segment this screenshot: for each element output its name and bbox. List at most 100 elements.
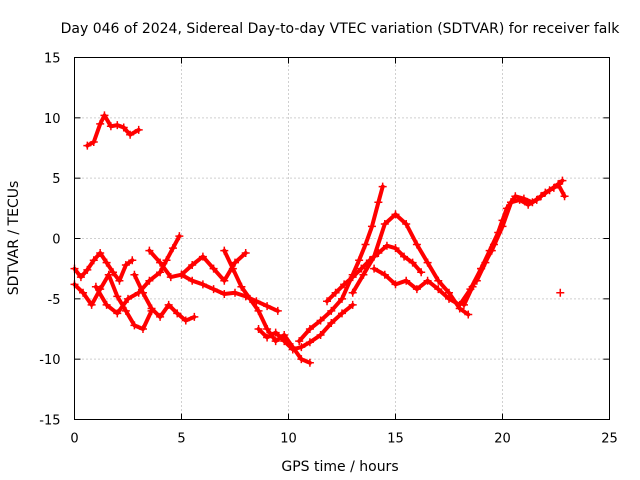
data-point [100, 111, 109, 120]
series-arc-2 [70, 248, 137, 285]
data-point [130, 321, 139, 330]
data-point [464, 310, 473, 319]
data-point [305, 325, 314, 333]
data-point [76, 273, 85, 282]
data-point [400, 252, 409, 261]
data-point [102, 300, 111, 309]
data-point [541, 188, 550, 197]
data-point [348, 300, 357, 309]
data-point [357, 264, 366, 273]
data-point [560, 192, 569, 201]
y-tick-label: 5 [52, 172, 60, 187]
data-point [263, 333, 272, 342]
data-point [370, 252, 379, 261]
data-point [162, 256, 171, 265]
data-point [507, 198, 516, 207]
data-point [115, 276, 124, 285]
data-point [378, 182, 387, 191]
data-point [89, 256, 98, 265]
data-point [355, 256, 364, 265]
series-arc-9 [254, 300, 357, 354]
series-trace [350, 212, 471, 317]
data-point [113, 121, 122, 130]
data-point [280, 337, 289, 346]
data-point [402, 220, 411, 229]
data-point [156, 312, 165, 321]
data-point [138, 325, 147, 333]
data-point [489, 240, 498, 249]
data-point [445, 294, 453, 303]
data-point [297, 355, 306, 364]
data-point [113, 309, 122, 318]
data-point [271, 328, 280, 337]
y-tick-label: -15 [39, 414, 60, 429]
y-tick-labels: -15 -10 -5 0 5 10 15 [39, 52, 60, 429]
x-tick-labels: 0 5 10 15 20 25 [70, 432, 617, 447]
data-point [423, 276, 432, 285]
data-point [524, 200, 533, 209]
data-point [367, 222, 376, 231]
data-point [166, 273, 175, 282]
data-point [173, 309, 182, 318]
data-point [113, 292, 122, 301]
data-point [121, 306, 130, 315]
series-arc-1 [83, 111, 143, 150]
data-point [338, 309, 346, 318]
data-point [177, 270, 186, 279]
data-point [83, 141, 92, 150]
data-point [109, 268, 118, 277]
y-axis-label: SDTVAR / TECUs [6, 181, 22, 296]
data-point [134, 125, 143, 134]
series-trace [132, 272, 197, 323]
series-trace [147, 248, 248, 283]
data-point [188, 261, 197, 270]
data-point [498, 216, 507, 225]
data-point [288, 345, 297, 354]
data-point [254, 325, 263, 333]
series-arc-3 [70, 270, 156, 333]
data-point [402, 276, 411, 285]
data-point [83, 265, 92, 274]
data-point [87, 300, 96, 309]
data-point [128, 256, 137, 265]
data-point [198, 252, 207, 261]
series-arc-5 [130, 270, 199, 325]
data-point [305, 358, 314, 367]
data-point [96, 119, 105, 128]
data-point [102, 258, 111, 267]
data-point [209, 264, 218, 273]
series-trace [85, 113, 141, 148]
data-point [181, 316, 190, 325]
data-point [338, 294, 346, 303]
data-point [316, 331, 325, 340]
data-point [96, 248, 105, 257]
data-point [220, 276, 229, 285]
data-point [241, 248, 250, 257]
data-point [168, 244, 177, 253]
data-point [156, 268, 165, 277]
series-arc-6 [145, 246, 250, 285]
data-point [145, 246, 154, 255]
data-point [188, 276, 197, 285]
chart-title: Day 046 of 2024, Sidereal Day-to-day VTE… [61, 21, 621, 37]
data-point [273, 306, 282, 315]
data-point [175, 232, 184, 241]
data-point [511, 192, 520, 201]
data-point [331, 288, 340, 297]
grid [74, 57, 610, 420]
data-point [361, 240, 370, 249]
data-point [104, 270, 113, 279]
series-trace [93, 234, 182, 316]
data-point [156, 258, 165, 267]
data-point [305, 338, 314, 347]
x-tick-label: 20 [494, 432, 511, 447]
data-point [79, 288, 88, 297]
data-point [434, 276, 443, 285]
data-points [70, 111, 569, 367]
data-point [348, 288, 357, 297]
data-point [556, 288, 565, 297]
series-point [556, 288, 565, 297]
data-point [316, 316, 325, 325]
data-point [391, 280, 400, 289]
data-point [91, 282, 100, 291]
